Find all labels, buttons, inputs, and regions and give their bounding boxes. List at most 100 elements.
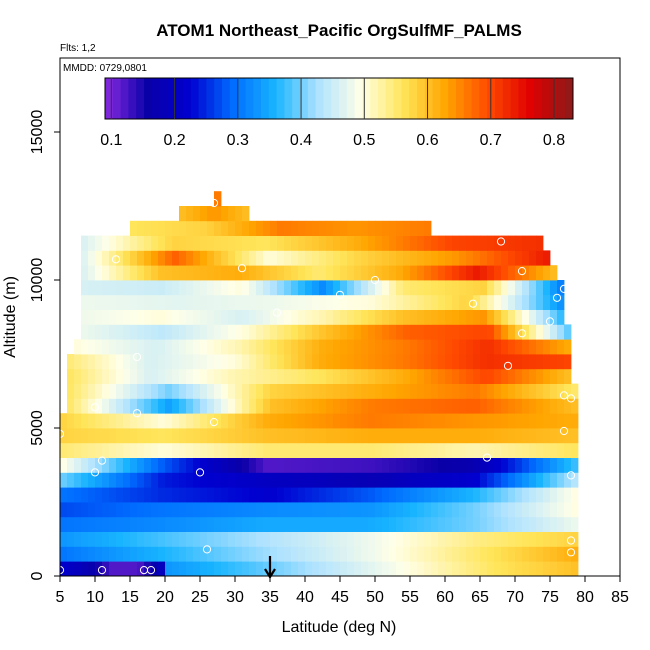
colorbar-tick-label: 0.6 [416,132,438,149]
heatmap-cell [95,250,103,266]
heatmap-cell [277,265,285,281]
heatmap-cell [466,235,474,251]
heatmap-cell [480,398,488,414]
heatmap-cell [193,354,201,370]
heatmap-cell [487,472,495,488]
heatmap-cell [473,442,481,458]
heatmap-cell [60,413,68,429]
heatmap-cell [165,502,173,518]
heatmap-cell [473,309,481,325]
heatmap-cell [319,457,327,473]
heatmap-cell [137,294,145,310]
heatmap-cell [172,368,180,384]
heatmap-cell [501,457,509,473]
heatmap-cell [256,265,264,281]
heatmap-cell [424,487,432,503]
colorbar-swatch [198,78,207,119]
heatmap-cell [193,413,201,429]
heatmap-cell [326,546,334,562]
x-tick-label: 15 [121,589,139,606]
heatmap-cell [305,294,313,310]
heatmap-cell [410,368,418,384]
heatmap-cell [221,413,229,429]
heatmap-cell [95,309,103,325]
heatmap-cell [445,368,453,384]
heatmap-cell [200,309,208,325]
heatmap-cell [158,442,166,458]
heatmap-cell [207,428,215,444]
heatmap-cell [389,368,397,384]
heatmap-cell [445,546,453,562]
heatmap-cell [487,413,495,429]
heatmap-cell [403,546,411,562]
heatmap-cell [375,398,383,414]
heatmap-cell [508,250,516,266]
heatmap-cell [480,487,488,503]
heatmap-cell [102,398,110,414]
heatmap-cell [543,442,551,458]
heatmap-cell [389,294,397,310]
heatmap-cell [263,546,271,562]
heatmap-cell [207,280,215,296]
heatmap-cell [158,457,166,473]
heatmap-cell [557,413,565,429]
heatmap-cell [193,339,201,355]
heatmap-cell [375,294,383,310]
heatmap-cell [221,546,229,562]
heatmap-cell [312,561,320,577]
colorbar-swatch [518,78,527,119]
heatmap-cell [235,516,243,532]
heatmap-cell [487,442,495,458]
heatmap-cell [172,428,180,444]
heatmap-cell [424,561,432,577]
colorbar-swatch [479,78,488,119]
heatmap-cell [361,502,369,518]
heatmap-cell [74,472,82,488]
heatmap-cell [270,457,278,473]
heatmap-cell [165,413,173,429]
heatmap-cell [298,368,306,384]
latitude-marker-arrow [264,556,276,580]
heatmap-cell [473,383,481,399]
heatmap-cell [165,531,173,547]
heatmap-cell [95,368,103,384]
heatmap-cell [487,502,495,518]
heatmap-cell [312,516,320,532]
heatmap-cell [102,502,110,518]
heatmap-cell [459,398,467,414]
sample-point [237,264,247,273]
heatmap-cell [571,472,579,488]
heatmap-cell [144,398,152,414]
heatmap-cell [536,250,544,266]
heatmap-cell [368,220,376,236]
heatmap-cell [277,324,285,340]
sample-point [482,453,492,462]
heatmap-cell [256,354,264,370]
sample-point [566,548,576,557]
heatmap-cell [256,294,264,310]
heatmap-cell [347,413,355,429]
heatmap-cell [333,235,341,251]
heatmap-cell [508,294,516,310]
heatmap-cell [109,324,117,340]
colorbar-swatch [323,78,332,119]
heatmap-cell [410,354,418,370]
heatmap-cell [186,561,194,577]
heatmap-cell [144,265,152,281]
heatmap-cell [522,354,530,370]
heatmap-cell [88,531,96,547]
heatmap-cell [319,561,327,577]
heatmap-cell [333,398,341,414]
heatmap-cell [466,280,474,296]
heatmap-cell [214,354,222,370]
heatmap-cell [291,294,299,310]
heatmap-cell [214,442,222,458]
heatmap-cell [81,280,89,296]
heatmap-cell [375,457,383,473]
heatmap-cell [116,413,124,429]
heatmap-cell [424,339,432,355]
heatmap-cell [81,324,89,340]
heatmap-cell [137,235,145,251]
heatmap-cell [319,324,327,340]
heatmap-cell [60,487,68,503]
